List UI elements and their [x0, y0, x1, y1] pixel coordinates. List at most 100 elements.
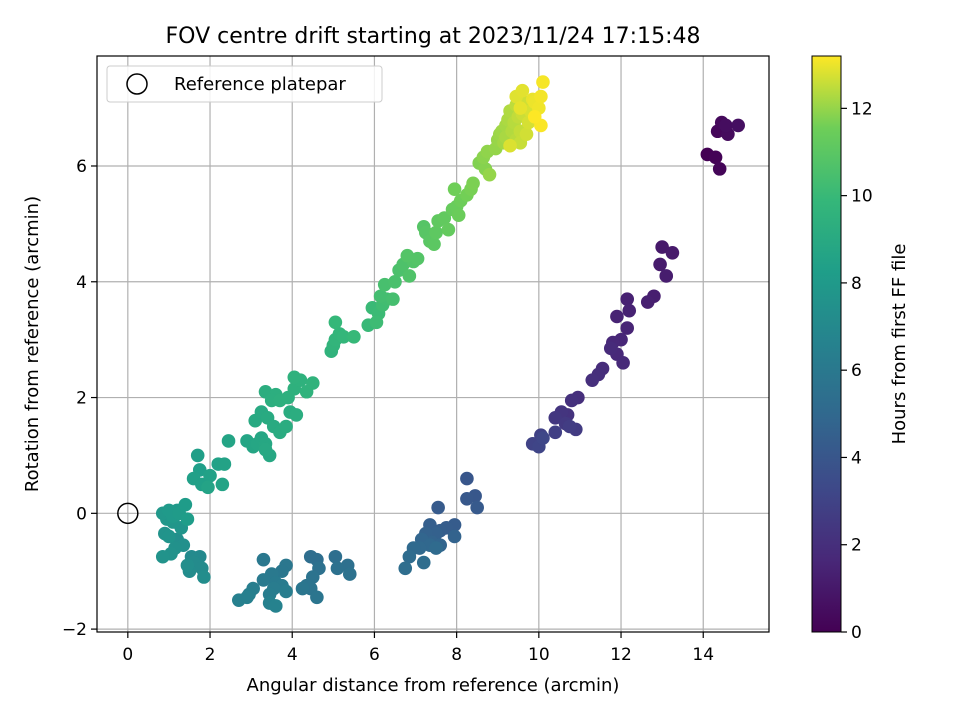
scatter-point [460, 472, 474, 486]
scatter-point [296, 582, 310, 596]
scatter-point [156, 550, 170, 564]
x-tick-label: 4 [287, 645, 298, 665]
scatter-point [585, 373, 599, 387]
x-tick-label: 6 [369, 645, 380, 665]
y-axis-label: Rotation from reference (arcmin) [22, 196, 43, 492]
scatter-point [536, 75, 550, 89]
scatter-point [331, 562, 345, 576]
scatter-point [528, 110, 542, 124]
scatter-point [411, 252, 425, 266]
scatter-point [713, 162, 727, 176]
scatter-point [563, 420, 577, 434]
scatter-point [709, 151, 723, 165]
scatter-point [232, 593, 246, 607]
scatter-point [329, 315, 343, 329]
colorbar-tick-label: 8 [851, 274, 862, 294]
x-tick-label: 10 [528, 645, 550, 665]
scatter-point [536, 431, 550, 445]
scatter-point [191, 449, 205, 463]
scatter-point [641, 295, 655, 309]
scatter-point [429, 541, 443, 555]
scatter-point [429, 226, 443, 240]
x-axis-label: Angular distance from reference (arcmin) [247, 675, 620, 696]
scatter-point [520, 127, 534, 141]
scatter-point [306, 376, 320, 390]
scatter-point [548, 425, 562, 439]
scatter-point [347, 330, 361, 344]
scatter-point [514, 101, 528, 115]
scatter-point [610, 310, 624, 324]
scatter-point [222, 434, 236, 448]
x-axis-ticks: 0 2 4 6 8 10 12 14 [122, 632, 714, 665]
x-tick-label: 8 [451, 645, 462, 665]
scatter-point [731, 119, 745, 133]
colorbar-tick-label: 2 [851, 536, 862, 556]
scatter-point [279, 585, 293, 599]
scatter-point [448, 530, 462, 544]
scatter-point [719, 119, 733, 133]
colorbar-tick-label: 4 [851, 448, 862, 468]
scatter-point [388, 275, 402, 289]
colorbar-label: Hours from first FF file [889, 244, 910, 445]
scatter-point [179, 498, 193, 512]
scatter-point [483, 168, 497, 182]
scatter-point [417, 556, 431, 570]
scatter-point [666, 246, 680, 260]
scatter-point [403, 269, 417, 283]
scatter-point [620, 321, 634, 335]
scatter-point [310, 590, 324, 604]
colorbar-tick-label: 6 [851, 361, 862, 381]
scatter-point [370, 315, 384, 329]
y-axis-ticks: −2 0 2 4 6 [62, 157, 97, 640]
scatter-point [565, 394, 579, 408]
scatter-point [374, 289, 388, 303]
colorbar-ticks: 0 2 4 6 8 10 12 [841, 99, 873, 643]
legend-label-reference-platepar: Reference platepar [174, 74, 346, 95]
scatter-point [452, 208, 466, 222]
scatter-point [653, 258, 667, 272]
scatter-point [466, 177, 480, 191]
scatter-point [201, 480, 215, 494]
y-tick-label: 0 [76, 504, 87, 524]
scatter-point [218, 457, 232, 471]
scatter-point [620, 292, 634, 306]
scatter-point [534, 90, 548, 104]
x-tick-label: 14 [692, 645, 714, 665]
scatter-point [197, 570, 211, 584]
x-tick-label: 2 [205, 645, 216, 665]
scatter-point [427, 237, 441, 251]
colorbar-tick-label: 0 [851, 623, 862, 643]
scatter-point [203, 469, 217, 483]
scatter-point [448, 182, 462, 196]
y-tick-label: 6 [76, 157, 87, 177]
scatter-point [431, 501, 445, 515]
scatter-point [181, 559, 195, 573]
scatter-point [398, 562, 412, 576]
scatter-point [287, 370, 301, 384]
scatter-point [604, 342, 618, 356]
scatter-point [257, 553, 271, 567]
scatter-point [162, 530, 176, 544]
scatter-point [659, 269, 673, 283]
scatter-point [216, 478, 230, 492]
colorbar-tick-label: 10 [851, 187, 873, 207]
scatter-point [616, 356, 630, 370]
scatter-point [259, 443, 273, 457]
chart-title: FOV centre drift starting at 2023/11/24 … [166, 24, 701, 49]
colorbar [812, 56, 841, 632]
y-tick-label: 4 [76, 273, 87, 293]
scatter-point [269, 599, 283, 613]
colorbar-tick-label: 12 [851, 99, 873, 119]
legend: Reference platepar [107, 66, 382, 102]
x-tick-label: 0 [122, 645, 133, 665]
scatter-point [622, 304, 636, 318]
scatter-point [386, 292, 400, 306]
y-tick-label: 2 [76, 389, 87, 409]
scatter-point [503, 139, 517, 153]
scatter-points [156, 75, 745, 612]
scatter-point [279, 420, 293, 434]
scatter-point [329, 550, 343, 564]
x-tick-label: 12 [610, 645, 632, 665]
scatter-point [470, 501, 484, 515]
